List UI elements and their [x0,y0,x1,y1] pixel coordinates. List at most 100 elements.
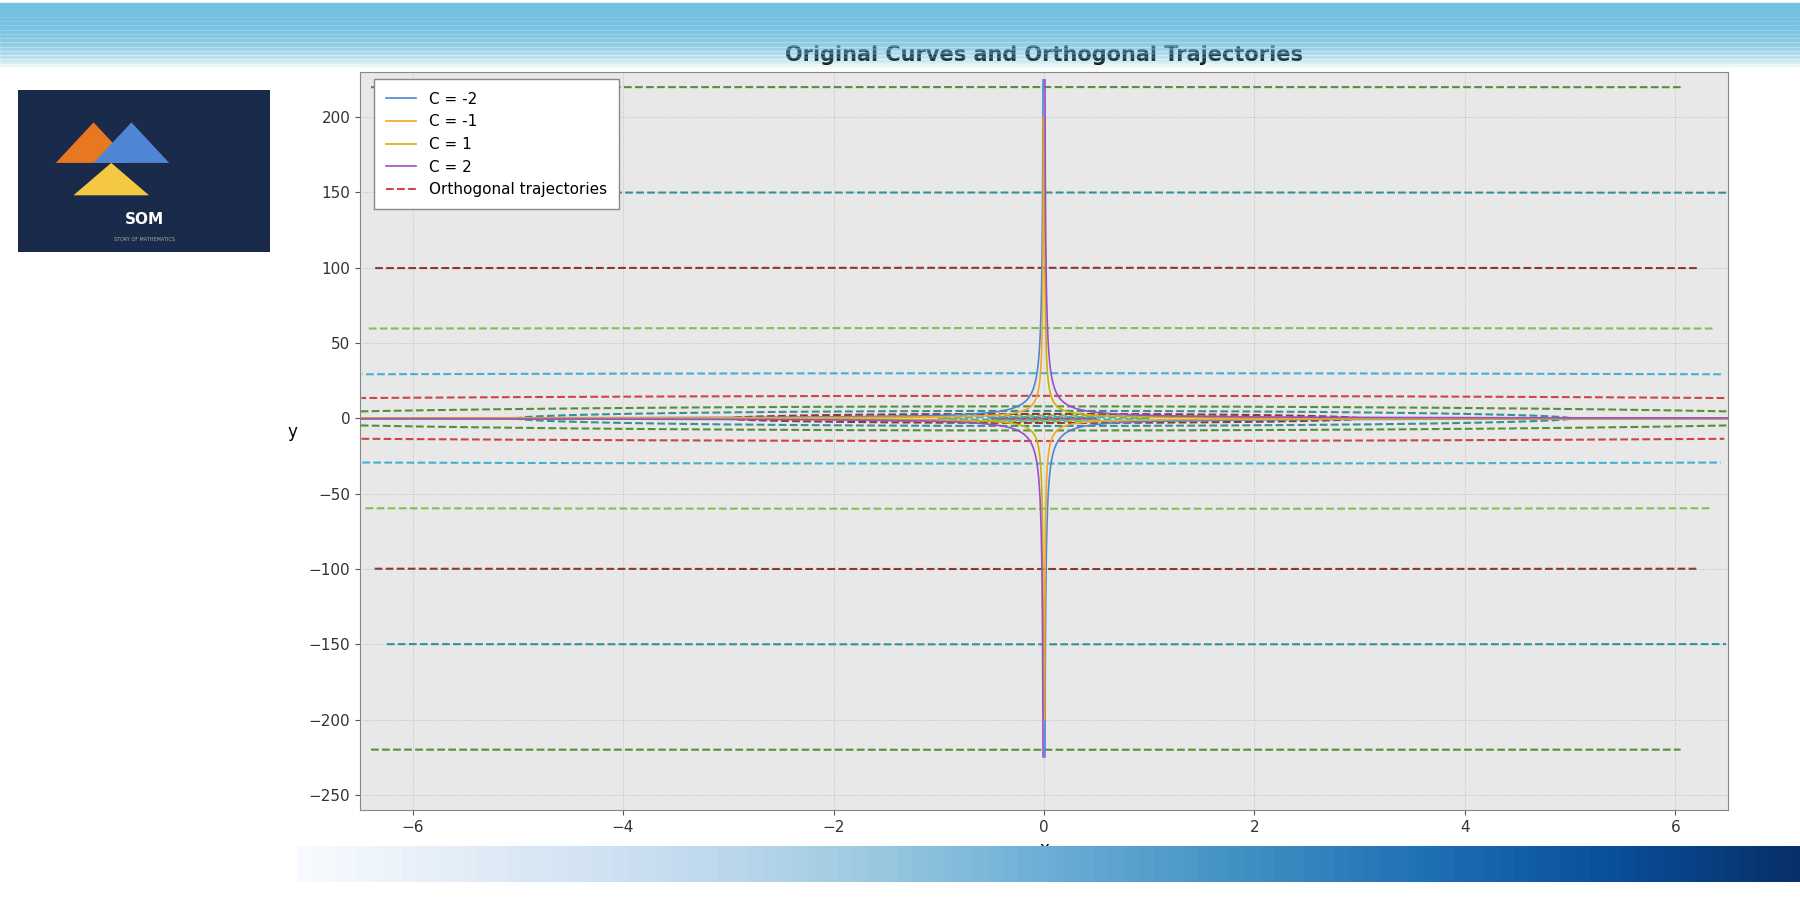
Orthogonal trajectories [1085,413,1107,424]
Bar [0,14,1800,15]
C = 1 [911,414,932,425]
C = -2 [401,412,423,423]
Bar [0,22,1800,23]
Bar [0,27,1800,28]
Orthogonal trajectories [1085,413,1107,424]
C = -1 [911,411,932,422]
C = 1 [859,414,880,425]
Bar [0,59,1800,61]
Orthogonal trajectories [1085,413,1107,424]
Bar [0,40,1800,41]
Bar [0,64,1800,65]
Polygon shape [56,122,131,163]
Bar [0,39,1800,40]
C = 2 [900,416,922,427]
Bar [0,58,1800,59]
Bar [0,35,1800,36]
C = -2 [1031,75,1053,86]
Bar [0,45,1800,47]
Bar [0,48,1800,50]
Bar [0,6,1800,7]
Bar [0,37,1800,39]
C = -2 [900,410,922,421]
Bar [0,25,1800,27]
C = -2 [794,411,815,422]
Bar [0,31,1800,32]
Line: C = -1: C = -1 [360,117,1044,418]
Bar [0,57,1800,59]
C = 2 [560,414,581,425]
Bar [0,41,1800,42]
C = -2 [853,411,875,422]
Bar [0,11,1800,13]
Bar [0,65,1800,66]
Bar [0,50,1800,51]
Y-axis label: y: y [286,423,297,441]
Orthogonal trajectories [1033,414,1055,425]
Bar [0,7,1800,8]
Bar [0,32,1800,33]
Bar [0,51,1800,53]
C = -1 [859,412,880,423]
Bar [0,53,1800,54]
Bar [0,4,1800,6]
X-axis label: x: x [1039,841,1049,859]
Bar [0,8,1800,10]
Bar [0,62,1800,64]
Bar [0,56,1800,57]
C = 1 [349,413,371,424]
Bar [0,16,1800,18]
C = -1 [349,413,371,424]
C = 2 [853,415,875,426]
Text: SOM: SOM [124,212,164,227]
Polygon shape [74,163,149,195]
C = -1 [610,412,632,423]
Bar [0,15,1800,16]
C = -1 [760,412,781,423]
C = 2 [1031,752,1053,762]
Line: C = -2: C = -2 [360,80,1042,418]
Title: Original Curves and Orthogonal Trajectories: Original Curves and Orthogonal Trajector… [785,45,1303,65]
C = 1 [760,414,781,425]
Line: C = 1: C = 1 [360,418,1044,720]
C = 1 [473,413,495,424]
C = 1 [610,413,632,424]
Bar [0,30,1800,31]
Bar [0,28,1800,30]
C = 2 [401,413,423,424]
C = -1 [1033,112,1055,122]
C = -2 [592,412,614,423]
C = -1 [473,413,495,424]
Bar [0,54,1800,56]
C = -2 [560,412,581,423]
Orthogonal trajectories [983,413,1004,424]
Line: Orthogonal trajectories: Orthogonal trajectories [992,418,1096,419]
Orthogonal trajectories [1084,413,1105,424]
Legend: C = -2, C = -1, C = 1, C = 2, Orthogonal trajectories: C = -2, C = -1, C = 1, C = 2, Orthogonal… [374,79,619,210]
Bar [0,24,1800,25]
Bar [0,42,1800,44]
C = -2 [349,412,371,423]
Bar [0,21,1800,22]
Bar [0,47,1800,48]
C = 1 [794,414,815,425]
Orthogonal trajectories [1033,412,1055,423]
Bar [0,66,1800,68]
Bar [0,61,1800,62]
Orthogonal trajectories [1085,413,1107,424]
Bar [0,33,1800,35]
Bar [0,36,1800,37]
C = 2 [349,413,371,424]
Bar [0,44,1800,45]
C = 1 [1033,715,1055,725]
C = 2 [592,414,614,425]
Orthogonal trajectories [1046,414,1067,425]
Bar [0,18,1800,19]
Text: STORY OF MATHEMATICS: STORY OF MATHEMATICS [113,237,175,241]
C = 2 [794,414,815,425]
Bar [0,19,1800,21]
Bar [0,22,1800,24]
Orthogonal trajectories [981,413,1003,424]
Bar [0,10,1800,11]
C = -1 [794,412,815,423]
